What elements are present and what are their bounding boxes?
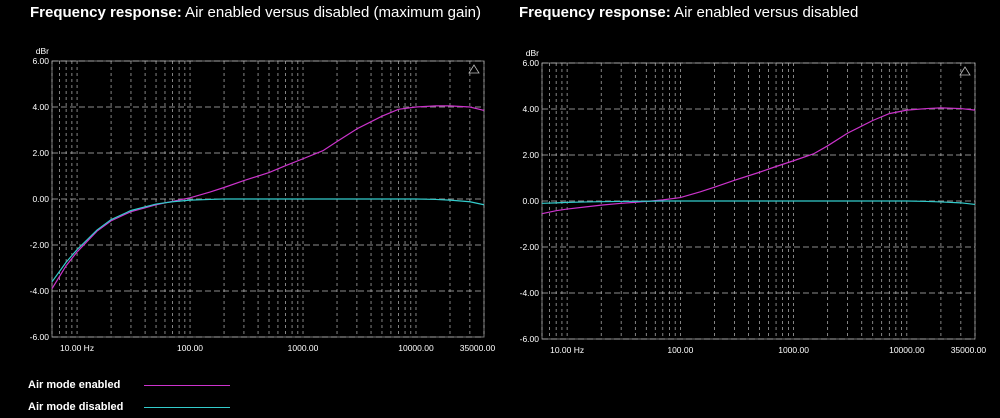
y-tick-label: 6.00 (32, 56, 49, 66)
x-tick-label: 10000.00 (398, 343, 434, 353)
y-tick-label: -2.00 (30, 240, 50, 250)
x-tick-label: 10.00 Hz (550, 345, 584, 355)
legend-swatch (144, 406, 230, 408)
x-tick-label: 1000.00 (778, 345, 809, 355)
x-tick-label: 10.00 Hz (60, 343, 94, 353)
legend-item-air-enabled: Air mode enabled (28, 379, 230, 391)
y-axis-label: dBr (36, 46, 49, 56)
chart-title-left: Frequency response: Air enabled versus d… (30, 4, 481, 21)
y-tick-label: -6.00 (520, 334, 540, 344)
y-tick-label: -4.00 (520, 288, 540, 298)
x-tick-label: 35000.00 (951, 345, 987, 355)
chart-title-right: Frequency response: Air enabled versus d… (519, 4, 858, 21)
legend-item-air-disabled: Air mode disabled (28, 401, 230, 413)
cursor-marker-icon (959, 66, 971, 76)
y-tick-label: 4.00 (32, 102, 49, 112)
x-tick-label: 100.00 (667, 345, 693, 355)
title-rest: Air enabled versus disabled (maximum gai… (181, 4, 482, 21)
x-tick-label: 10000.00 (889, 345, 925, 355)
x-tick-label: 100.00 (177, 343, 203, 353)
title-rest: Air enabled versus disabled (670, 4, 859, 21)
y-axis-label: dBr (526, 48, 539, 58)
y-tick-label: 0.00 (32, 194, 49, 204)
y-tick-label: 2.00 (522, 150, 539, 160)
legend-swatch (144, 384, 230, 386)
x-tick-label: 35000.00 (460, 343, 496, 353)
cursor-marker-icon (468, 64, 480, 74)
y-tick-label: -6.00 (30, 332, 50, 342)
y-tick-label: 2.00 (32, 148, 49, 158)
y-tick-label: 0.00 (522, 196, 539, 206)
y-tick-label: -2.00 (520, 242, 540, 252)
series-line-air-mode-enabled (51, 105, 485, 290)
series-line-air-mode-disabled (51, 198, 485, 283)
legend-label: Air mode disabled (28, 401, 124, 413)
legend-label: Air mode enabled (28, 379, 121, 391)
series-line-air-mode-disabled (541, 200, 976, 206)
y-tick-label: 6.00 (522, 58, 539, 68)
series-line-air-mode-enabled (541, 107, 976, 215)
y-tick-label: 4.00 (522, 104, 539, 114)
y-tick-label: -4.00 (30, 286, 50, 296)
title-bold: Frequency response: (519, 4, 671, 21)
title-bold: Frequency response: (30, 4, 182, 21)
x-tick-label: 1000.00 (288, 343, 319, 353)
